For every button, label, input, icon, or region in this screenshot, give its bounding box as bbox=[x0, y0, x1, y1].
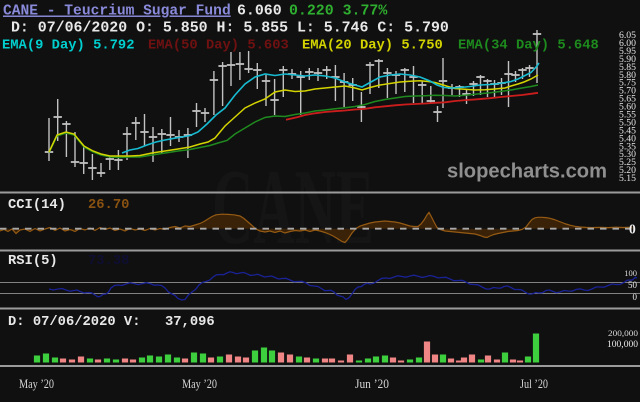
svg-text:5.60: 5.60 bbox=[619, 102, 637, 112]
svg-text:5.40: 5.40 bbox=[619, 133, 637, 143]
svg-text:D: 07/06/2020 V:: D: 07/06/2020 V: bbox=[8, 314, 140, 330]
svg-text:CANE - Teucrium Sugar Fund: CANE - Teucrium Sugar Fund bbox=[3, 4, 231, 20]
svg-text:37,096: 37,096 bbox=[165, 315, 215, 330]
svg-text:5.20: 5.20 bbox=[619, 165, 637, 175]
svg-text:26.70: 26.70 bbox=[88, 198, 129, 213]
svg-text:100: 100 bbox=[624, 268, 637, 278]
svg-text:EMA(50 Day) 5.603: EMA(50 Day) 5.603 bbox=[148, 38, 289, 54]
svg-text:5.50: 5.50 bbox=[619, 117, 637, 127]
svg-text:CCI(14): CCI(14) bbox=[8, 197, 66, 213]
svg-text:5.30: 5.30 bbox=[619, 149, 637, 159]
svg-text:5.75: 5.75 bbox=[619, 78, 637, 88]
svg-text:Jun ’20: Jun ’20 bbox=[355, 377, 389, 391]
svg-text:0: 0 bbox=[629, 222, 636, 237]
svg-text:5.15: 5.15 bbox=[619, 173, 637, 183]
svg-text:6.05: 6.05 bbox=[619, 30, 637, 40]
svg-text:5.25: 5.25 bbox=[619, 157, 637, 167]
svg-text:EMA(20 Day) 5.750: EMA(20 Day) 5.750 bbox=[302, 38, 443, 54]
svg-text:5.70: 5.70 bbox=[619, 86, 637, 96]
svg-text:slopecharts.com: slopecharts.com bbox=[447, 161, 607, 183]
svg-text:D: 07/06/2020 O: 5.850 H: 5.85: D: 07/06/2020 O: 5.850 H: 5.855 L: 5.746… bbox=[11, 21, 449, 37]
svg-text:May ’20: May ’20 bbox=[182, 377, 217, 391]
svg-text:5.65: 5.65 bbox=[619, 94, 637, 104]
svg-text:EMA(9 Day) 5.792: EMA(9 Day) 5.792 bbox=[2, 38, 134, 54]
svg-text:100,000: 100,000 bbox=[607, 339, 639, 349]
svg-text:CANE: CANE bbox=[212, 148, 374, 267]
svg-text:73.38: 73.38 bbox=[88, 254, 129, 269]
svg-text:Jul ’20: Jul ’20 bbox=[520, 377, 548, 391]
svg-text:5.45: 5.45 bbox=[619, 125, 637, 135]
svg-text:200,000: 200,000 bbox=[608, 328, 638, 338]
svg-text:5.85: 5.85 bbox=[619, 62, 637, 72]
svg-text:RSI(5): RSI(5) bbox=[8, 253, 58, 269]
svg-text:50: 50 bbox=[628, 280, 638, 290]
svg-text:5.55: 5.55 bbox=[619, 110, 637, 120]
svg-text:5.95: 5.95 bbox=[619, 46, 637, 56]
svg-text:0: 0 bbox=[633, 292, 638, 302]
svg-text:6.060: 6.060 bbox=[237, 4, 282, 20]
svg-text:5.35: 5.35 bbox=[619, 141, 637, 151]
svg-text:5.90: 5.90 bbox=[619, 54, 637, 64]
svg-text:5.80: 5.80 bbox=[619, 70, 637, 80]
svg-text:May ’20: May ’20 bbox=[19, 377, 54, 391]
svg-text:EMA(34 Day) 5.648: EMA(34 Day) 5.648 bbox=[458, 38, 599, 54]
svg-text:6.00: 6.00 bbox=[619, 38, 637, 48]
svg-text:0.220 3.77%: 0.220 3.77% bbox=[289, 4, 387, 20]
